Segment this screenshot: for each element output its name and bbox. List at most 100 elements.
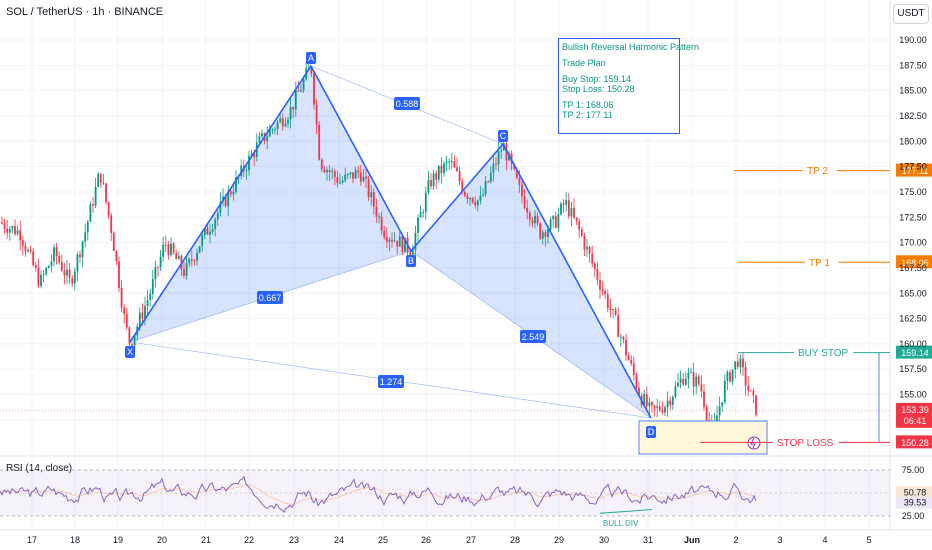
time-label: 27 (466, 535, 476, 545)
candle-body (729, 372, 731, 382)
candle-body (8, 228, 11, 233)
candle-body (154, 267, 157, 280)
candle-body (276, 122, 279, 130)
candle-body (99, 173, 102, 183)
candle-body (466, 195, 469, 199)
price-tick: 165.00 (899, 288, 927, 298)
candle-body (679, 378, 682, 383)
candle-body (648, 402, 651, 407)
candle-body (112, 232, 115, 251)
trade-plan-box: Bullish Reversal Harmonic Pattern Trade … (558, 38, 699, 134)
candle-body (739, 358, 742, 367)
candle-body (341, 180, 344, 183)
candle-body (560, 203, 562, 215)
candle-body (521, 184, 523, 197)
candle-body (612, 309, 614, 311)
candle-body (318, 124, 321, 160)
level-tag-text-tp2: 177.11 (902, 166, 929, 176)
candle-body (6, 228, 9, 233)
candle-body (606, 294, 609, 309)
rsi-ma-value: 50.78 (904, 487, 927, 497)
currency-button[interactable]: USDT (893, 4, 929, 24)
candle-body (450, 161, 453, 163)
candle-body (664, 407, 666, 413)
candle-body (92, 204, 94, 206)
candle-body (419, 212, 422, 218)
candle-body (16, 230, 19, 235)
candle-body (625, 339, 627, 356)
candle-body (27, 249, 29, 252)
candle-body (97, 173, 100, 187)
candle-body (677, 382, 679, 387)
time-label: 5 (866, 535, 871, 545)
candle-body (138, 312, 141, 327)
candle-body (271, 129, 274, 131)
candle-body (653, 405, 656, 408)
candle-body (755, 395, 757, 415)
xab-triangle (130, 66, 411, 342)
candle-body (362, 176, 365, 182)
candle-body (622, 336, 625, 340)
candle-body (518, 178, 521, 185)
candle-body (380, 216, 383, 231)
candle-body (149, 293, 152, 301)
candle-body (495, 163, 497, 165)
candle-body (115, 250, 118, 262)
candle-body (328, 170, 331, 172)
candle-body (575, 217, 578, 222)
candle-body (302, 79, 305, 91)
level-label-bg (805, 255, 839, 269)
time-label: 17 (27, 535, 37, 545)
candle-body (409, 251, 412, 256)
candle-body (445, 161, 448, 164)
candle-body (638, 387, 640, 396)
candle-body (240, 165, 243, 177)
candle-body (177, 256, 180, 260)
candle-body (651, 402, 653, 406)
level-tag-stop_loss (896, 435, 932, 449)
candle-body (331, 171, 334, 173)
time-label: 19 (113, 535, 123, 545)
time-label: 26 (421, 535, 431, 545)
price-tick: 187.50 (899, 60, 927, 70)
level-label-bg (773, 435, 839, 449)
candle-body (76, 254, 79, 272)
candle-body (53, 247, 55, 262)
candle-body (687, 372, 690, 379)
candle-body (281, 118, 284, 127)
candle-body (326, 170, 328, 173)
candle-body (515, 168, 518, 179)
bull-div-line (599, 509, 653, 514)
candle-body (435, 173, 438, 180)
candle-body (372, 192, 375, 207)
candle-body (669, 400, 672, 405)
candle-body (627, 355, 630, 361)
candle-body (123, 307, 126, 315)
candle-body (570, 208, 573, 217)
candle-body (593, 263, 596, 269)
candle-body (266, 136, 269, 141)
pattern-point-badge (306, 52, 316, 64)
candle-body (60, 262, 63, 271)
level-label-tp2: TP 2 (807, 166, 828, 177)
time-label: Jun (684, 535, 700, 545)
candle-body (484, 181, 487, 195)
candle-body (19, 230, 22, 241)
candle-body (734, 361, 737, 370)
pattern-point-x: X (127, 347, 133, 357)
candle-body (458, 171, 461, 182)
candle-body (469, 197, 471, 199)
price-tick: 190.00 (899, 35, 927, 45)
candle-body (583, 235, 586, 250)
candle-body (437, 165, 440, 180)
plan-tp2: TP 2: 177.11 (562, 110, 613, 120)
time-label: 4 (822, 535, 827, 545)
candle-body (357, 170, 360, 173)
time-label: 28 (510, 535, 520, 545)
candle-body (422, 212, 425, 214)
candle-body (630, 360, 633, 364)
candle-body (526, 207, 529, 213)
price-tick: 170.00 (899, 238, 927, 248)
candle-body (1, 222, 3, 224)
